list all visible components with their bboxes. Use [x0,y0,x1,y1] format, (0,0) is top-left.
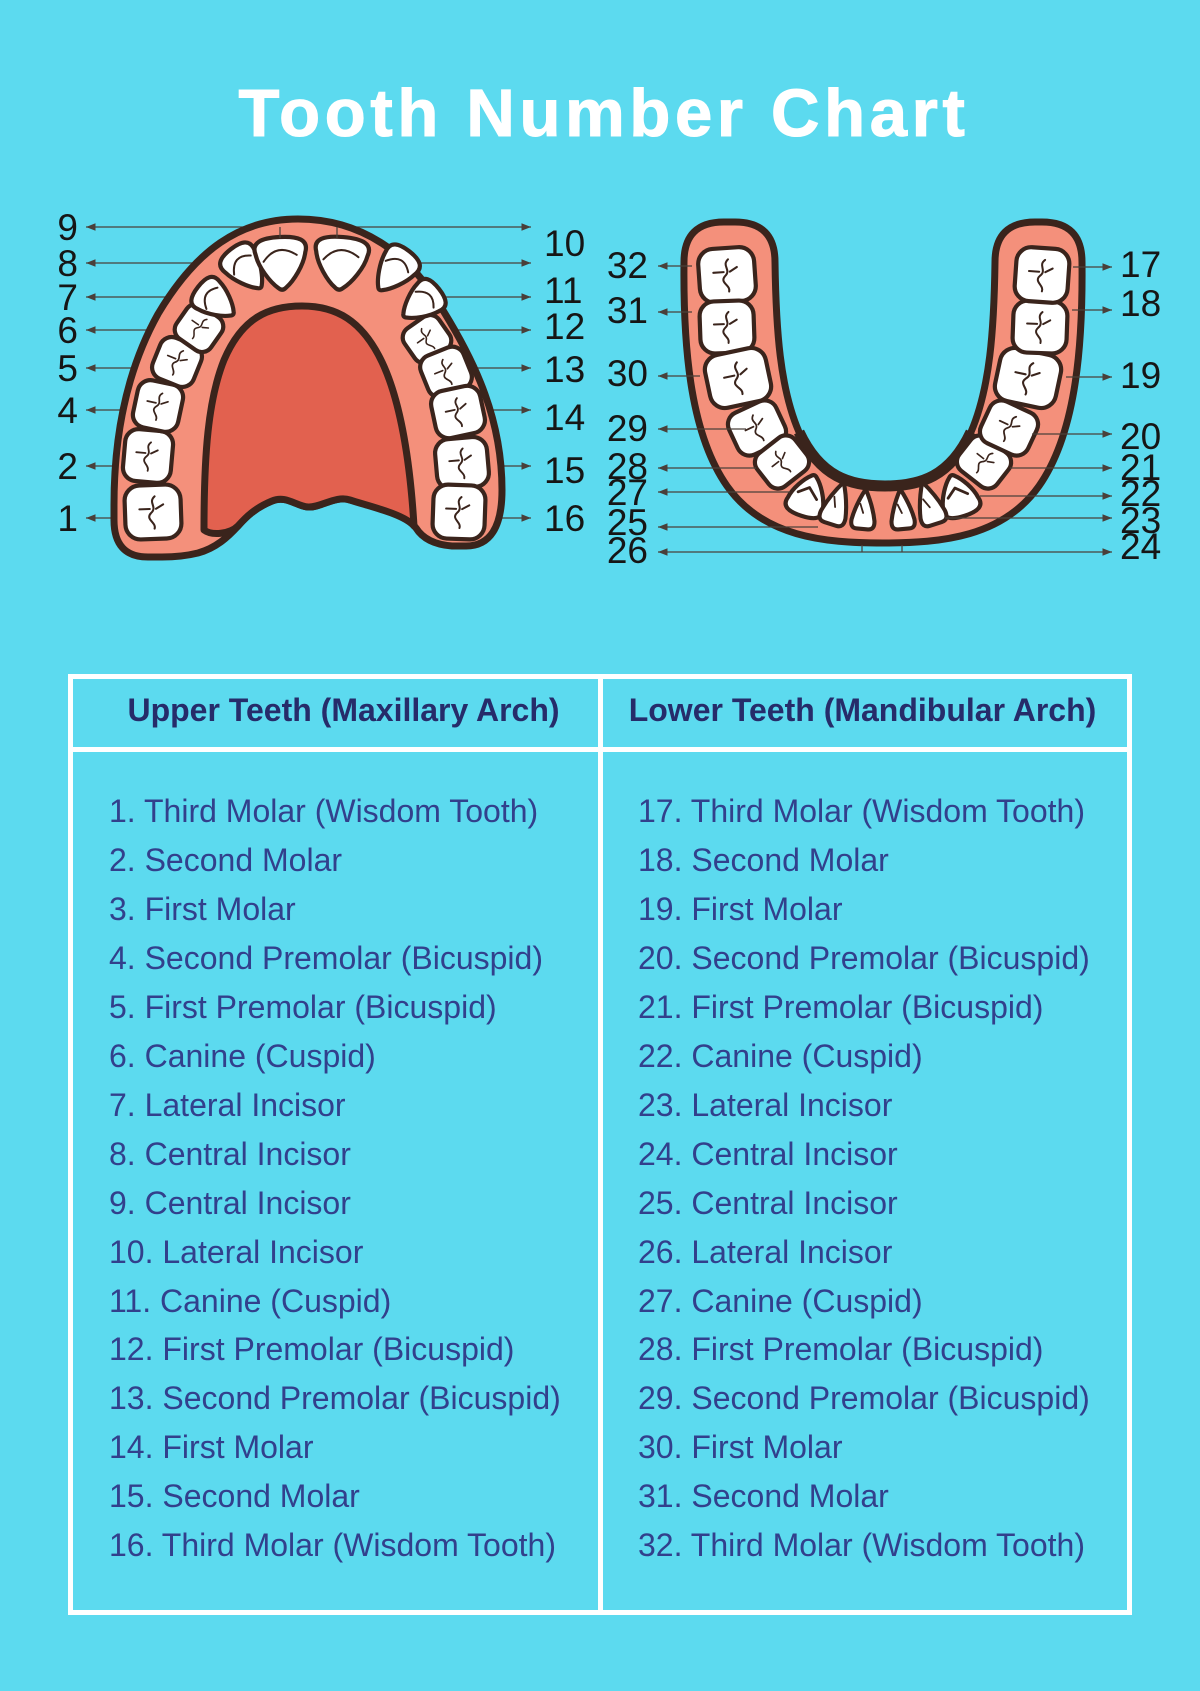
svg-text:13: 13 [544,349,585,390]
svg-text:29: 29 [607,408,648,449]
svg-text:20: 20 [1120,416,1161,457]
svg-text:22: 22 [1120,473,1161,514]
svg-text:16: 16 [544,498,585,539]
svg-text:21: 21 [1120,447,1161,488]
svg-text:11: 11 [544,270,582,311]
svg-text:10: 10 [544,223,585,264]
svg-text:25: 25 [607,502,648,543]
svg-text:27: 27 [607,472,648,513]
svg-text:6: 6 [57,310,78,351]
svg-text:17: 17 [1120,244,1161,285]
svg-text:15: 15 [544,450,585,491]
svg-text:12: 12 [544,306,585,347]
svg-text:5: 5 [57,348,78,389]
svg-text:32: 32 [607,245,648,286]
svg-text:2: 2 [57,446,78,487]
svg-text:1: 1 [57,498,78,539]
svg-text:30: 30 [607,353,648,394]
svg-text:18: 18 [1120,283,1161,324]
svg-text:4: 4 [57,390,78,431]
svg-text:9: 9 [57,207,78,248]
svg-text:19: 19 [1120,355,1161,396]
svg-text:24: 24 [1120,526,1161,567]
svg-text:23: 23 [1120,500,1161,541]
svg-text:31: 31 [607,290,648,331]
svg-text:14: 14 [544,397,585,438]
svg-text:28: 28 [607,446,648,487]
svg-text:8: 8 [57,243,78,284]
svg-text:26: 26 [607,530,648,571]
svg-text:7: 7 [57,277,78,318]
